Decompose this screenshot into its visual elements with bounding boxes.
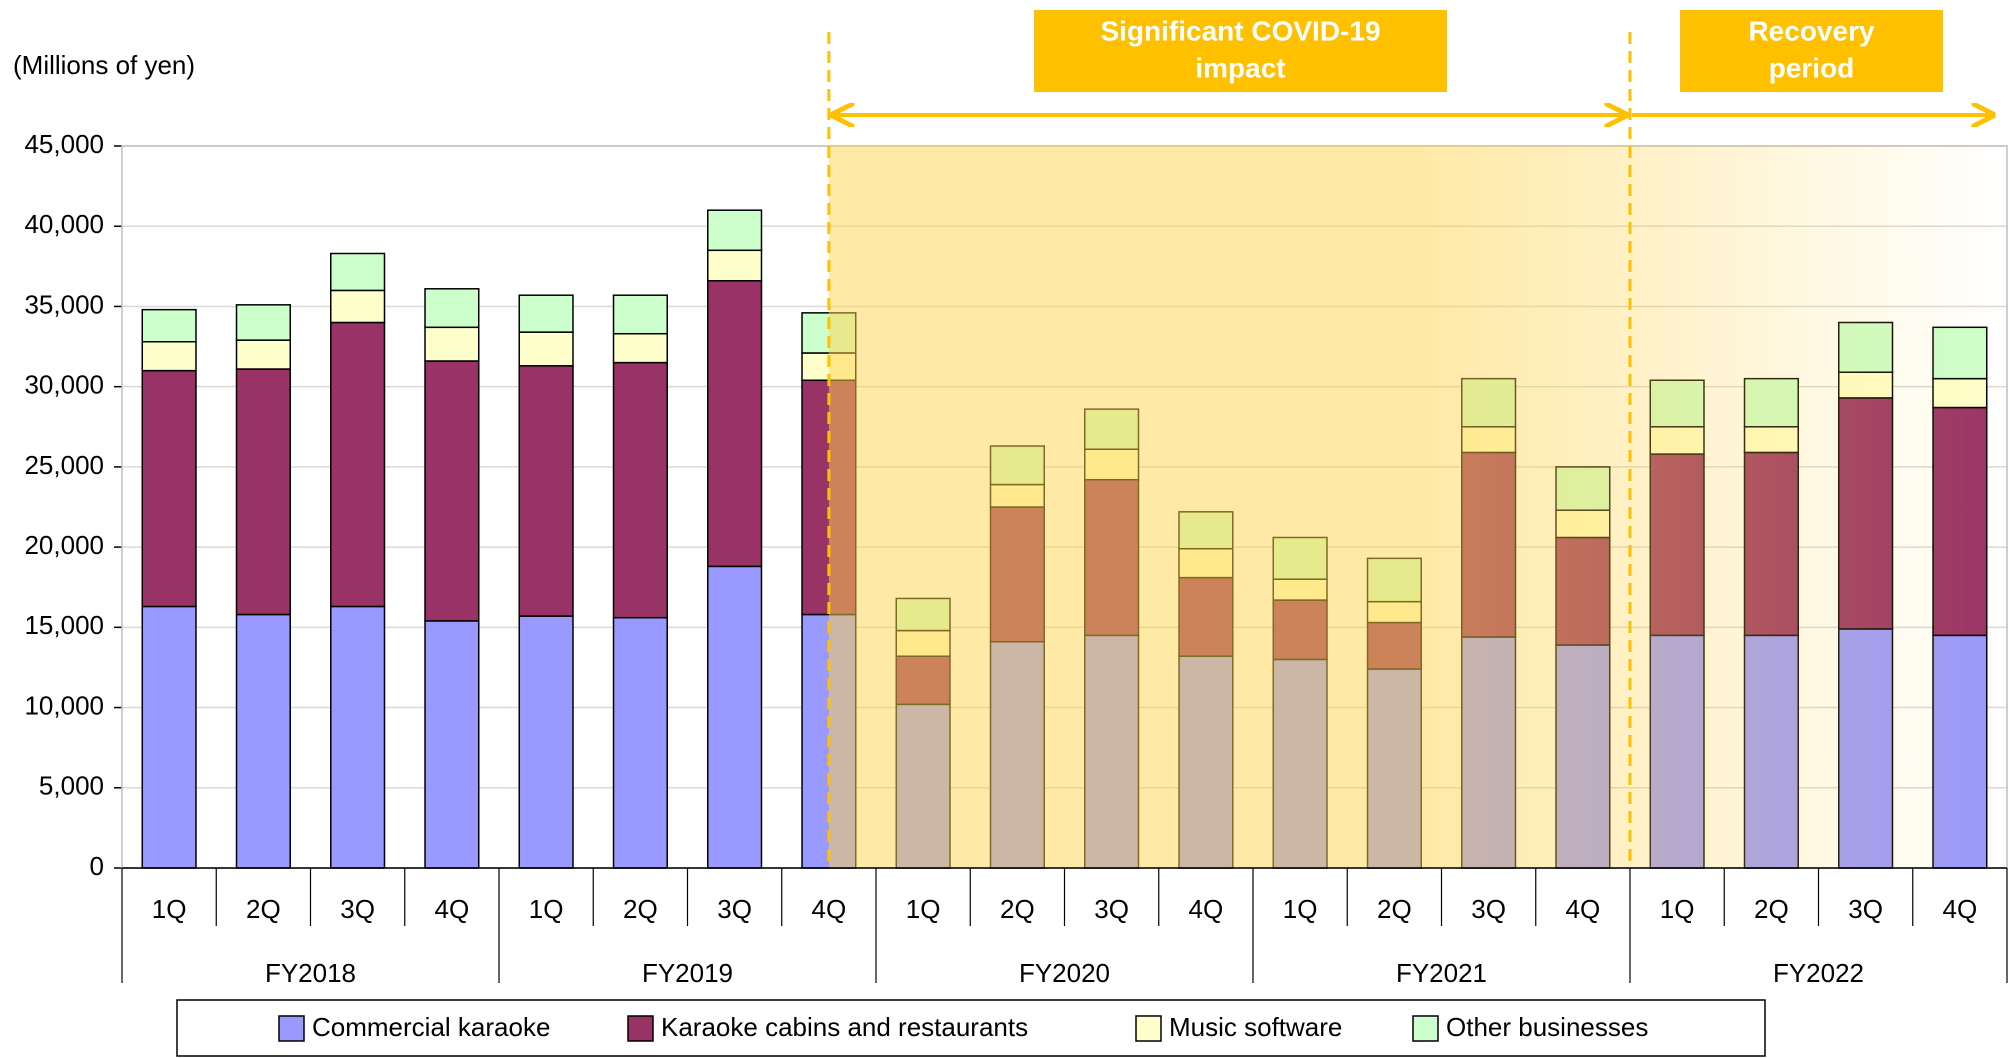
annotation-text: impact: [1195, 52, 1285, 83]
y-tick-label: 40,000: [24, 209, 104, 239]
bar-segment: [235, 368, 291, 616]
bar-segment: [330, 321, 386, 608]
x-tick-label: 4Q: [1189, 894, 1224, 924]
x-tick-label: 1Q: [529, 894, 564, 924]
x-tick-label: 4Q: [1943, 894, 1978, 924]
x-tick-label: 2Q: [623, 894, 658, 924]
x-tick-label: 3Q: [1848, 894, 1883, 924]
y-tick-label: 5,000: [39, 771, 104, 801]
x-group-label: FY2022: [1773, 958, 1864, 988]
annotation-box: [1680, 10, 1943, 92]
annotation-text: Recovery: [1748, 15, 1875, 46]
bar-segment: [707, 280, 763, 568]
y-tick-label: 10,000: [24, 690, 104, 720]
x-tick-label: 3Q: [1094, 894, 1129, 924]
x-tick-label: 4Q: [812, 894, 847, 924]
bar-segment: [612, 294, 668, 335]
y-tick-label: 0: [90, 851, 104, 881]
x-tick-label: 4Q: [1566, 894, 1601, 924]
bar-segment: [141, 369, 197, 608]
bar-segment: [424, 288, 480, 329]
annotation-text: period: [1769, 52, 1855, 83]
x-group-label: FY2020: [1019, 958, 1110, 988]
bar-segment: [330, 252, 386, 292]
bar-segment: [707, 565, 763, 869]
bar-segment: [235, 304, 291, 341]
bar-segment: [424, 360, 480, 622]
x-tick-label: 2Q: [1754, 894, 1789, 924]
bar-segment: [330, 605, 386, 869]
bar-segment: [518, 365, 574, 617]
x-group-label: FY2019: [642, 958, 733, 988]
bar-segment: [424, 326, 480, 362]
x-tick-label: 3Q: [340, 894, 375, 924]
legend-box: [176, 999, 1766, 1057]
legend-label: Commercial karaoke: [312, 1012, 550, 1042]
y-tick-label: 20,000: [24, 530, 104, 560]
y-tick-label: 35,000: [24, 289, 104, 319]
x-group-label: FY2021: [1396, 958, 1487, 988]
bar-segment: [235, 613, 291, 869]
legend-swatch: [1135, 1015, 1162, 1042]
annotation-box: [1034, 10, 1447, 92]
x-group-label: FY2018: [265, 958, 356, 988]
legend-swatch: [1412, 1015, 1439, 1042]
bar-segment: [141, 308, 197, 343]
y-axis-label: (Millions of yen): [13, 50, 195, 80]
legend-label: Karaoke cabins and restaurants: [661, 1012, 1028, 1042]
bar-segment: [518, 331, 574, 367]
legend-swatch: [627, 1015, 654, 1042]
annotation-text: Significant COVID-19: [1100, 15, 1380, 46]
x-tick-label: 2Q: [1377, 894, 1412, 924]
y-tick-label: 45,000: [24, 129, 104, 159]
bar-segment: [612, 332, 668, 364]
y-tick-label: 30,000: [24, 370, 104, 400]
covid-shade: [828, 146, 2007, 868]
x-tick-label: 1Q: [906, 894, 941, 924]
x-tick-label: 2Q: [246, 894, 281, 924]
bar-segment: [330, 289, 386, 324]
y-tick-label: 15,000: [24, 610, 104, 640]
x-tick-label: 1Q: [152, 894, 187, 924]
bar-segment: [612, 361, 668, 619]
x-tick-label: 1Q: [1660, 894, 1695, 924]
bar-segment: [518, 615, 574, 869]
legend-label: Music software: [1169, 1012, 1342, 1042]
x-tick-label: 3Q: [1471, 894, 1506, 924]
bar-segment: [707, 209, 763, 252]
bar-segment: [141, 605, 197, 869]
x-tick-label: 1Q: [1283, 894, 1318, 924]
bar-segment: [612, 616, 668, 869]
legend-label: Other businesses: [1446, 1012, 1648, 1042]
legend-swatch: [278, 1015, 305, 1042]
x-tick-label: 4Q: [435, 894, 470, 924]
bar-segment: [424, 620, 480, 869]
bar-segment: [235, 339, 291, 370]
bar-segment: [518, 294, 574, 333]
bar-segment: [141, 340, 197, 372]
x-tick-label: 3Q: [717, 894, 752, 924]
bar-segment: [707, 249, 763, 282]
y-tick-label: 25,000: [24, 450, 104, 480]
x-tick-label: 2Q: [1000, 894, 1035, 924]
